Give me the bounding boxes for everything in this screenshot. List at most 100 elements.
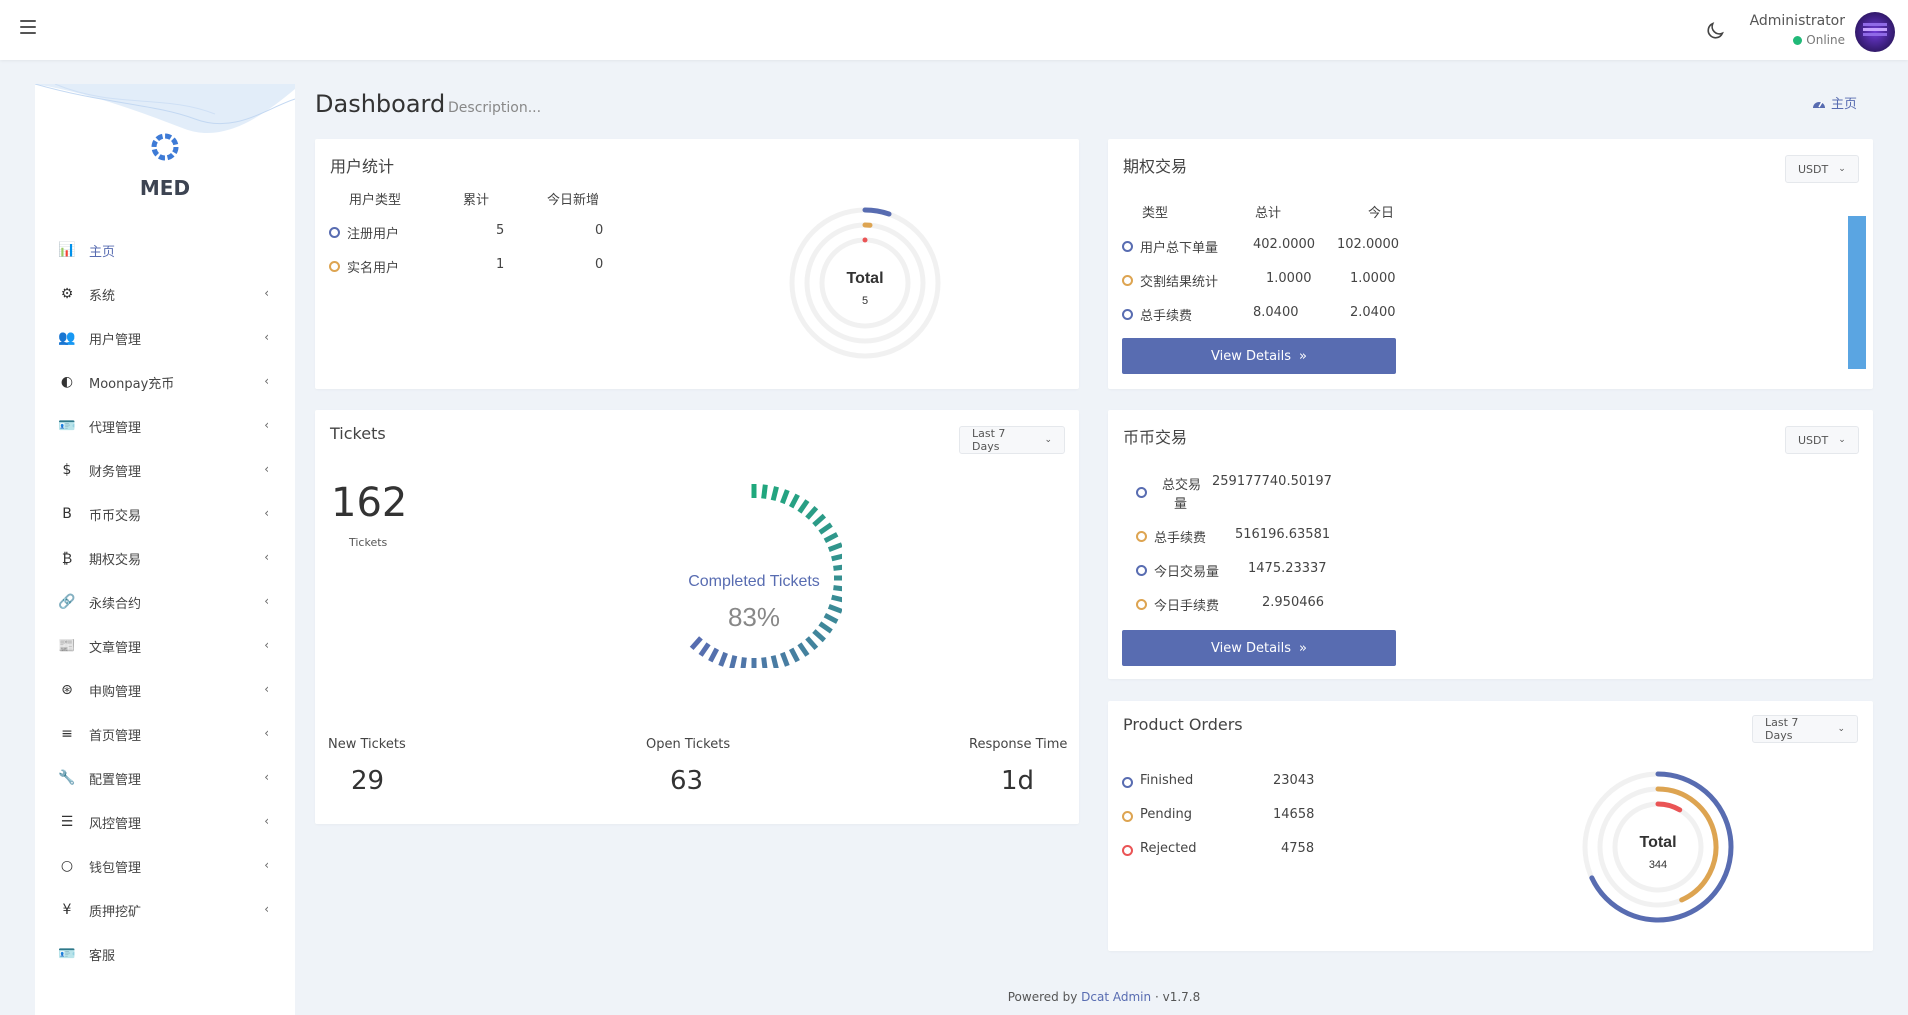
dark-mode-icon[interactable]: [1704, 20, 1726, 42]
spot-view-details-button[interactable]: View Details »: [1122, 630, 1396, 666]
row-label: 总手续费: [1154, 531, 1207, 546]
date-range-select[interactable]: Last 7 Days ⌄: [959, 426, 1065, 454]
sidebar-item-label: 申购管理: [89, 684, 142, 700]
users-icon: 👥: [58, 330, 76, 346]
row-total: 402.0000: [1253, 237, 1316, 252]
chevron-left-icon: ‹: [264, 330, 269, 344]
sidebar-item-3[interactable]: ◐ Moonpay充币 ‹: [35, 360, 295, 404]
gauge-tick: [818, 522, 833, 535]
sidebar-item-9[interactable]: 📰 文章管理 ‹: [35, 624, 295, 668]
bar-chart-icon: 📊: [58, 242, 76, 258]
chevron-left-icon: ‹: [264, 858, 269, 872]
gauge-tick: [833, 585, 842, 592]
sidebar-item-label: 钱包管理: [89, 860, 142, 876]
page-title: Dashboard: [315, 90, 446, 118]
chevron-left-icon: ‹: [264, 902, 269, 916]
donut-title: Total: [846, 270, 883, 287]
gauge-tick: [718, 651, 728, 667]
newspaper-icon: 📰: [58, 638, 76, 654]
gauge-tick: [788, 493, 800, 509]
med-logo-icon: [151, 133, 179, 161]
sidebar-item-14[interactable]: ○ 钱包管理 ‹: [35, 844, 295, 888]
gauge-tick: [770, 486, 779, 501]
stat-value-new: 29: [351, 766, 385, 796]
footer-link[interactable]: Dcat Admin: [1081, 990, 1152, 1004]
sidebar: MED 📊 主页 ⚙ 系统 ‹ 👥 用户管理 ‹ ◐ Moonpay充币 ‹ 🪪 代理管理 ‹ $ 财务管理 ‹…: [35, 84, 295, 1015]
chevron-left-icon: ‹: [264, 770, 269, 784]
sidebar-item-11[interactable]: ≡ 首页管理 ‹: [35, 712, 295, 756]
series-marker-icon: [1122, 309, 1133, 320]
sidebar-item-label: 风控管理: [89, 816, 142, 832]
col-header-today: 今日: [1368, 206, 1395, 221]
chevron-down-icon: ⌄: [1838, 435, 1846, 445]
avatar[interactable]: [1855, 12, 1895, 52]
sidebar-item-label: 期权交易: [89, 552, 142, 568]
brand-name: MED: [139, 176, 191, 200]
sidebar-item-5[interactable]: $ 财务管理 ‹: [35, 448, 295, 492]
col-header-type: 用户类型: [349, 193, 402, 208]
user-stats-title: 用户统计: [330, 157, 395, 176]
menu-toggle-icon[interactable]: [20, 20, 36, 34]
sidebar-item-1[interactable]: ⚙ 系统 ‹: [35, 272, 295, 316]
gear-icon: ⚙: [60, 286, 74, 302]
chevron-down-icon: ⌄: [1837, 724, 1845, 734]
sidebar-item-13[interactable]: ☰ 风控管理 ‹: [35, 800, 295, 844]
tickets-count-label: Tickets: [349, 536, 388, 549]
sidebar-item-6[interactable]: B 币币交易 ‹: [35, 492, 295, 536]
b-letter-icon: B: [62, 506, 72, 522]
options-view-details-button[interactable]: View Details »: [1122, 338, 1396, 374]
sidebar-item-15[interactable]: ¥ 质押挖矿 ‹: [35, 888, 295, 932]
list-icon: ≡: [61, 726, 73, 742]
series-marker-icon: [1136, 487, 1147, 498]
sidebar-item-7[interactable]: ₿ 期权交易 ‹: [35, 536, 295, 580]
sidebar-item-8[interactable]: 🔗 永续合约 ‹: [35, 580, 295, 624]
gauge-tick: [729, 655, 738, 668]
sidebar-item-16[interactable]: 🪪 客服: [35, 932, 295, 976]
col-header-type: 类型: [1142, 206, 1169, 221]
date-range-select[interactable]: Last 7 Days ⌄: [1752, 715, 1858, 743]
sidebar-item-12[interactable]: 🔧 配置管理 ‹: [35, 756, 295, 800]
user-stats-card: 用户统计 用户类型 累计 今日新增 注册用户 5 0 实名用户 1 0 Tota…: [315, 139, 1079, 389]
chevron-down-icon: ⌄: [1838, 164, 1846, 174]
gauge-tick: [812, 629, 827, 643]
link-icon: 🔗: [58, 594, 76, 610]
donut-value: 344: [1649, 859, 1667, 871]
currency-select[interactable]: USDT ⌄: [1785, 155, 1859, 183]
row-label: 总手续费: [1140, 309, 1193, 324]
gauge-tick: [684, 631, 694, 640]
sidebar-item-label: 财务管理: [89, 464, 142, 480]
online-dot-icon: [1793, 35, 1803, 45]
row-label: 总交易: [1162, 478, 1202, 493]
row-today: 0: [595, 257, 604, 272]
chevron-left-icon: ‹: [264, 550, 269, 564]
breadcrumb-home[interactable]: 主页: [1831, 97, 1858, 112]
donut-arc-dot: [862, 237, 868, 243]
id-card-icon: 🪪: [58, 418, 76, 434]
sidebar-item-4[interactable]: 🪪 代理管理 ‹: [35, 404, 295, 448]
chevron-left-icon: ‹: [264, 682, 269, 696]
gauge-tick: [805, 636, 819, 651]
gauge-tick: [671, 615, 683, 622]
gauge-tick: [780, 651, 790, 667]
sidebar-item-0[interactable]: 📊 主页: [35, 228, 295, 272]
series-marker-icon: [1122, 241, 1133, 252]
dollar-icon: $: [62, 462, 72, 478]
gauge-tick: [831, 553, 842, 562]
completed-tickets-gauge: Completed Tickets 83%: [661, 484, 842, 668]
sidebar-item-2[interactable]: 👥 用户管理 ‹: [35, 316, 295, 360]
yen-icon: ¥: [62, 902, 72, 918]
gauge-tick: [761, 484, 768, 499]
gauge-tick: [661, 588, 675, 590]
series-marker-icon: [1122, 811, 1133, 822]
series-marker-icon: [329, 261, 340, 272]
sidebar-item-10[interactable]: ⊛ 申购管理 ‹: [35, 668, 295, 712]
user-status-label: Online: [1806, 33, 1845, 47]
sidebar-menu: 📊 主页 ⚙ 系统 ‹ 👥 用户管理 ‹ ◐ Moonpay充币 ‹ 🪪 代理管理 ‹ $ 财务管理 ‹ B 币币交…: [35, 228, 295, 976]
gauge-tick: [827, 604, 842, 614]
user-name[interactable]: Administrator: [1749, 13, 1845, 29]
row-today: 0: [595, 223, 604, 238]
footer-prefix: Powered by: [1007, 990, 1078, 1004]
breadcrumb[interactable]: 主页: [1812, 93, 1857, 112]
currency-select[interactable]: USDT ⌄: [1785, 426, 1859, 454]
date-range-value: Last 7 Days: [1765, 716, 1799, 742]
